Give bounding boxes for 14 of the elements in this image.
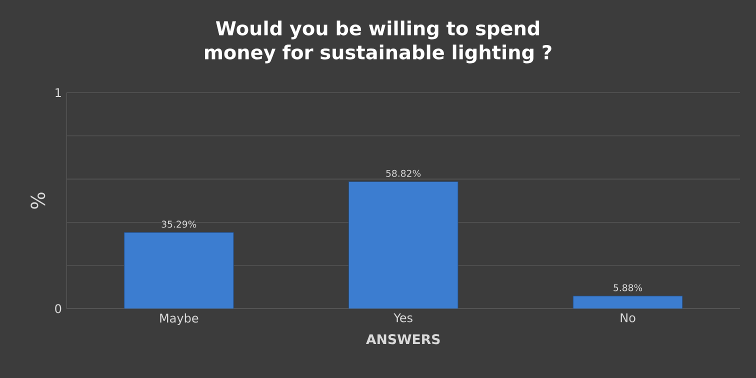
y-tick-label: 1 — [56, 88, 61, 98]
data-label: 58.82% — [386, 170, 421, 177]
x-tick-label: No — [620, 313, 636, 322]
bar — [572, 296, 683, 309]
x-tick-label: Yes — [394, 313, 412, 322]
x-tick-label: Maybe — [160, 313, 198, 325]
y-tick-label: 0 — [55, 304, 62, 314]
chart-title: Would you be willing to spend money for sustainable lighting ? — [205, 20, 552, 64]
bar — [348, 181, 458, 309]
bar — [124, 232, 234, 309]
data-label: 5.88% — [614, 284, 642, 292]
data-label: 35.29% — [162, 220, 196, 228]
x-axis-title: ANSWERS — [366, 334, 440, 344]
y-axis-title: % — [30, 192, 46, 209]
